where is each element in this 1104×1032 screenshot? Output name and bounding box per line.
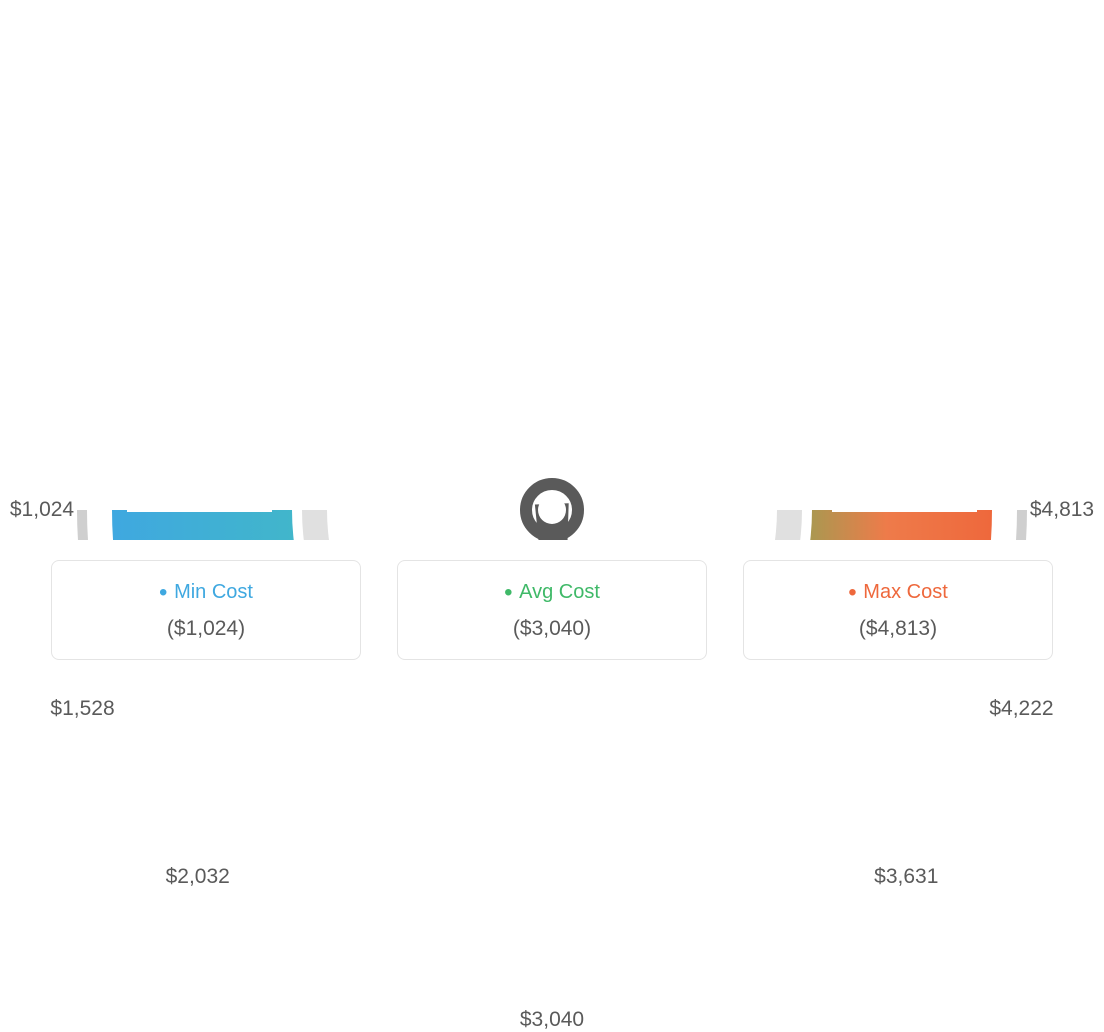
legend-box-min: Min Cost ($1,024) (51, 560, 361, 660)
legend-box-max: Max Cost ($4,813) (743, 560, 1053, 660)
gauge-scale-label: $4,222 (989, 697, 1053, 721)
legend-max-label: Max Cost (744, 579, 1052, 607)
gauge-scale-label: $1,528 (50, 697, 114, 721)
legend-max-value: ($4,813) (744, 617, 1052, 641)
legend-min-label: Min Cost (52, 579, 360, 607)
legend-row: Min Cost ($1,024) Avg Cost ($3,040) Max … (0, 560, 1104, 660)
legend-box-avg: Avg Cost ($3,040) (397, 560, 707, 660)
gauge-scale-label: $3,040 (520, 1008, 584, 1032)
legend-min-value: ($1,024) (52, 617, 360, 641)
legend-avg-value: ($3,040) (398, 617, 706, 641)
gauge-svg (0, 0, 1104, 540)
gauge-scale-label: $4,813 (1030, 498, 1094, 522)
legend-avg-label: Avg Cost (398, 579, 706, 607)
gauge-scale-label: $2,032 (166, 865, 230, 889)
gauge-chart: $1,024$1,528$2,032$3,040$3,631$4,222$4,8… (0, 0, 1104, 540)
gauge-scale-label: $1,024 (10, 498, 74, 522)
gauge-scale-label: $3,631 (874, 865, 938, 889)
